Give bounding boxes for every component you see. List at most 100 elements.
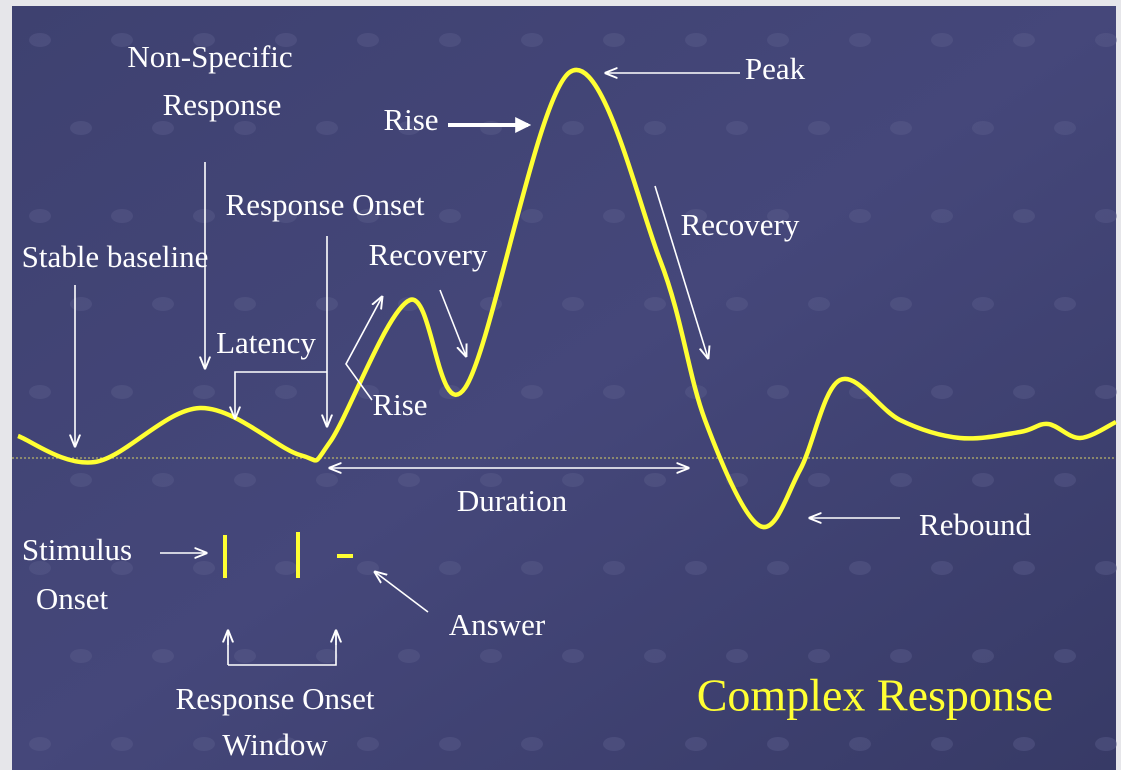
background-dot	[890, 297, 912, 311]
background-dot	[1095, 561, 1117, 575]
background-dot	[890, 473, 912, 487]
background-dot	[275, 385, 297, 399]
background-dot	[111, 737, 133, 751]
background-dot	[1013, 33, 1035, 47]
background-dot	[275, 209, 297, 223]
background-dot	[1095, 209, 1117, 223]
label: Peak	[745, 51, 806, 86]
background-dot	[29, 33, 51, 47]
background-dot	[357, 33, 379, 47]
background-dot	[521, 737, 543, 751]
background-dot	[767, 33, 789, 47]
background-dot	[234, 297, 256, 311]
background-dot	[193, 33, 215, 47]
background-dot	[767, 209, 789, 223]
label: Non-Specific	[127, 39, 292, 74]
background-dot	[562, 121, 584, 135]
background-dot	[275, 561, 297, 575]
background-dot	[193, 561, 215, 575]
background-dot	[234, 473, 256, 487]
label: Rise	[383, 102, 438, 137]
background-dot	[275, 737, 297, 751]
background-dot	[521, 209, 543, 223]
background-dot	[931, 209, 953, 223]
label: Response Onset	[176, 681, 375, 716]
background-dot	[1095, 737, 1117, 751]
background-dot	[357, 209, 379, 223]
slide-background	[12, 6, 1116, 770]
background-dot	[726, 121, 748, 135]
background-dot	[439, 561, 461, 575]
background-dot	[152, 649, 174, 663]
label: Response Onset	[226, 187, 425, 222]
background-dot	[644, 297, 666, 311]
background-dot	[808, 297, 830, 311]
background-dot	[767, 385, 789, 399]
background-dot	[849, 209, 871, 223]
label: Duration	[457, 483, 568, 518]
background-dot	[931, 385, 953, 399]
arrow	[439, 289, 466, 356]
background-dot	[70, 473, 92, 487]
background-dot	[808, 121, 830, 135]
background-dot	[603, 561, 625, 575]
background-dot	[316, 649, 338, 663]
label: Rebound	[919, 507, 1031, 542]
background-dot	[603, 385, 625, 399]
background-dot	[152, 297, 174, 311]
label: Stable baseline	[22, 239, 209, 274]
background-dot	[193, 385, 215, 399]
background-dot	[234, 649, 256, 663]
background-dot	[849, 561, 871, 575]
background-dot	[521, 385, 543, 399]
arrow	[654, 185, 708, 358]
background-dot	[439, 33, 461, 47]
background-dot	[439, 737, 461, 751]
background-dot	[767, 561, 789, 575]
label: Rise	[372, 387, 427, 422]
background-dot	[808, 649, 830, 663]
background-dot	[644, 649, 666, 663]
background-dot	[439, 209, 461, 223]
background-dot	[685, 737, 707, 751]
background-dot	[931, 737, 953, 751]
label: Stimulus	[22, 532, 132, 567]
background-dot	[316, 473, 338, 487]
background-dot	[562, 649, 584, 663]
background-dot	[70, 649, 92, 663]
background-dot	[726, 649, 748, 663]
background-dot	[70, 297, 92, 311]
background-dot	[603, 737, 625, 751]
background-dot	[1095, 385, 1117, 399]
background-dot	[357, 385, 379, 399]
label: Latency	[216, 325, 316, 360]
label: Onset	[36, 581, 109, 616]
background-dot	[29, 737, 51, 751]
response-curve	[17, 67, 1118, 530]
background-dot	[193, 209, 215, 223]
background-dot	[398, 649, 420, 663]
background-dot	[1054, 121, 1076, 135]
background-dot	[111, 209, 133, 223]
background-dot	[1013, 737, 1035, 751]
background-dot	[644, 121, 666, 135]
background-dot	[316, 121, 338, 135]
background-dot	[685, 33, 707, 47]
background-dot	[603, 209, 625, 223]
background-dot	[111, 561, 133, 575]
latency-bracket	[235, 371, 327, 418]
background-dot	[972, 473, 994, 487]
background-dot	[521, 561, 543, 575]
background-dot	[193, 737, 215, 751]
label: Window	[222, 727, 328, 762]
label: Recovery	[681, 207, 800, 242]
background-dot	[1054, 297, 1076, 311]
background-dot	[480, 473, 502, 487]
background-dot	[234, 121, 256, 135]
background-dot	[849, 737, 871, 751]
background-dot	[29, 561, 51, 575]
background-dot	[357, 737, 379, 751]
background-dot	[972, 121, 994, 135]
background-dot	[808, 473, 830, 487]
